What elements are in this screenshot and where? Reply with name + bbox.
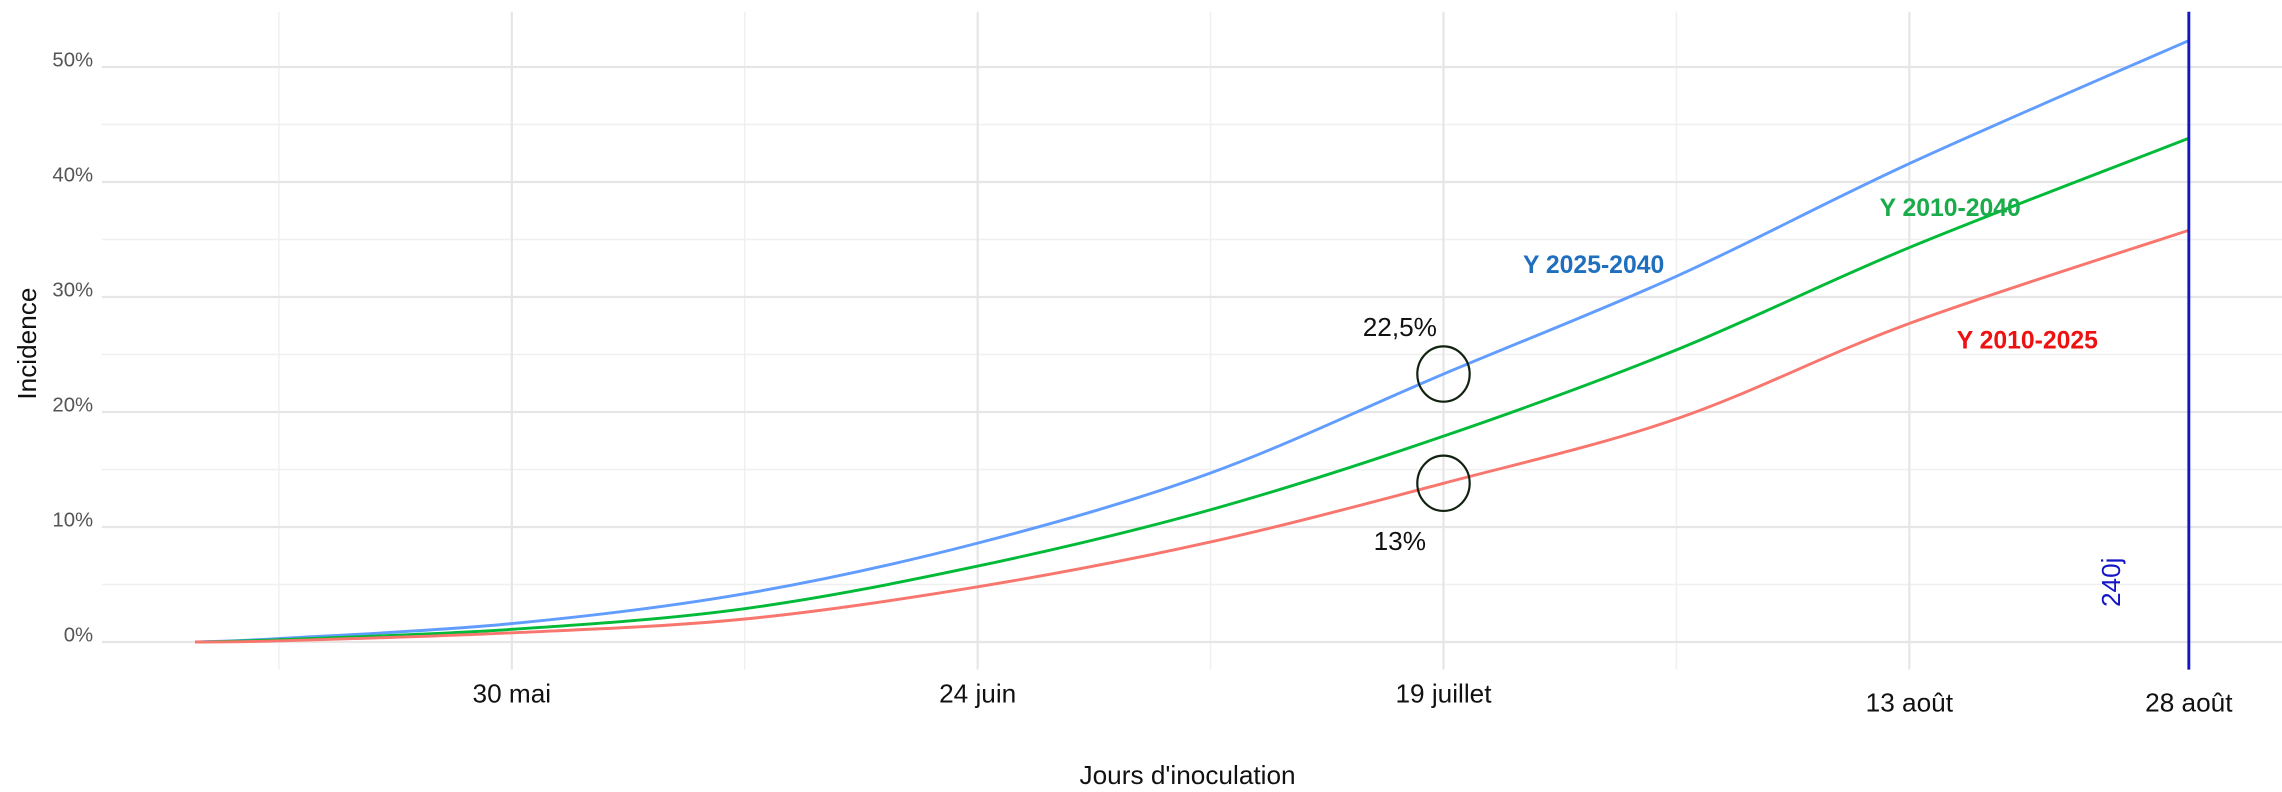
x-tick-label: 28 août	[2145, 687, 2233, 717]
y-tick-label: 20%	[52, 395, 93, 417]
y-tick-label: 0%	[64, 625, 93, 647]
series-line	[195, 136, 2190, 644]
x-tick-label: 24 juin	[939, 679, 1016, 709]
x-tick-label: 30 mai	[473, 679, 552, 709]
x-axis-title: Jours d'inoculation	[1080, 760, 1296, 790]
series-label: Y 2010-2040	[1880, 195, 2021, 222]
annotation-text: 22,5%	[1363, 312, 1437, 342]
y-tick-label: 10%	[52, 510, 93, 532]
series-line	[194, 39, 2190, 644]
reference-label: 240j	[2096, 558, 2126, 608]
series-line	[195, 228, 2190, 644]
x-tick-label: 19 juillet	[1395, 679, 1492, 709]
y-tick-label: 40%	[52, 165, 93, 187]
y-tick-label: 50%	[52, 50, 93, 72]
annotation-circle	[1416, 345, 1471, 403]
series-label: Y 2010-2025	[1957, 328, 2098, 355]
annotation-circle	[1416, 454, 1471, 513]
x-tick-label: 13 août	[1866, 687, 1954, 717]
y-axis-title: Incidence	[12, 288, 42, 400]
series-label: Y 2025-2040	[1523, 252, 1664, 279]
y-tick-label: 30%	[52, 280, 93, 302]
annotation-text: 13%	[1374, 526, 1426, 556]
